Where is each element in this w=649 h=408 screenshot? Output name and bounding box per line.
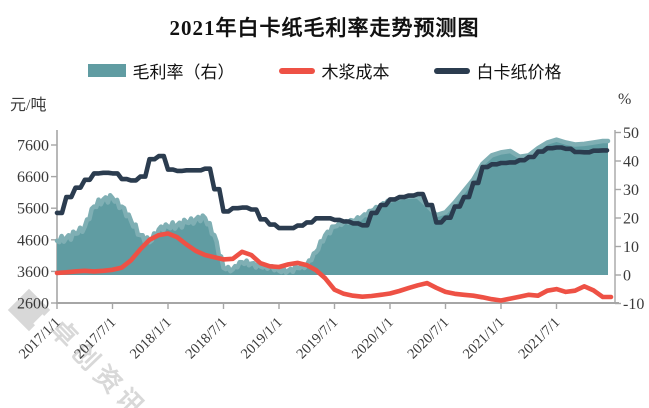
svg-text:30: 30 [623,182,639,199]
svg-text:%: % [618,91,631,108]
svg-text:20: 20 [623,211,639,228]
svg-text:2019/7/1: 2019/7/1 [294,315,342,363]
svg-text:2018/7/1: 2018/7/1 [183,315,231,363]
legend-item-margin: 毛利率（右） [87,58,235,83]
margin-area-series [57,139,608,275]
svg-text:2600: 2600 [17,296,49,313]
svg-text:-10: -10 [623,296,644,313]
svg-text:6600: 6600 [17,169,49,186]
legend-line-swatch-icon [278,67,315,74]
chart-title: 2021年白卡纸毛利率走势预测图 [169,16,480,40]
legend-item-pulp-cost: 木浆成本 [278,58,390,83]
paper-price-line-series [54,145,610,231]
series [54,137,614,303]
svg-text:元/吨: 元/吨 [10,96,46,114]
svg-text:2021/1/1: 2021/1/1 [460,315,508,363]
svg-text:2020/1/1: 2020/1/1 [349,315,397,363]
svg-text:0: 0 [623,268,631,285]
legend-item-paper-price: 白卡纸价格 [433,58,562,83]
svg-text:2020/7/1: 2020/7/1 [405,315,453,363]
svg-text:7600: 7600 [17,138,49,155]
svg-text:5600: 5600 [17,201,49,218]
legend-area-swatch-icon [87,64,126,77]
svg-text:50: 50 [623,125,639,142]
svg-text:40: 40 [623,154,639,171]
legend-label-paper-price: 白卡纸价格 [476,63,562,82]
svg-text:2018/1/1: 2018/1/1 [127,315,175,363]
legend-line-swatch-icon [433,67,470,74]
legend-label-margin: 毛利率（右） [132,63,235,82]
svg-text:10: 10 [623,239,639,256]
pulp-cost-line-series [54,231,614,303]
svg-text:2021/7/1: 2021/7/1 [516,315,564,363]
legend-label-pulp-cost: 木浆成本 [321,63,390,82]
legend: 毛利率（右） 木浆成本 白卡纸价格 [0,58,649,83]
svg-text:4600: 4600 [17,232,49,249]
svg-text:2019/1/1: 2019/1/1 [238,315,286,363]
svg-text:3600: 3600 [17,264,49,281]
